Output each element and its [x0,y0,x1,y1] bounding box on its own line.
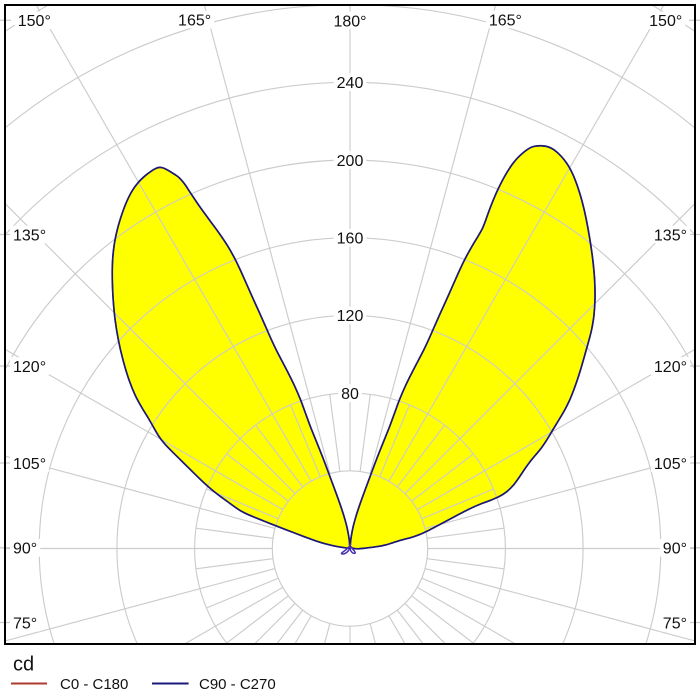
svg-text:120°: 120° [13,359,46,376]
svg-text:160: 160 [337,231,364,248]
svg-text:180°: 180° [333,13,366,30]
svg-text:150°: 150° [18,13,51,30]
svg-text:200: 200 [337,153,364,170]
svg-text:C90 - C270: C90 - C270 [199,676,276,693]
svg-text:C0 - C180: C0 - C180 [60,676,128,693]
svg-text:80: 80 [341,386,359,403]
svg-text:90°: 90° [663,541,687,558]
svg-text:135°: 135° [13,227,46,244]
svg-text:165°: 165° [178,12,211,29]
svg-text:240: 240 [337,75,364,92]
svg-text:120°: 120° [654,359,687,376]
svg-text:75°: 75° [13,615,37,632]
svg-text:cd: cd [13,653,34,675]
svg-text:135°: 135° [654,227,687,244]
svg-text:150°: 150° [649,13,682,30]
svg-text:75°: 75° [663,615,687,632]
svg-text:90°: 90° [13,541,37,558]
svg-text:120: 120 [337,308,364,325]
svg-text:105°: 105° [654,456,687,473]
svg-text:105°: 105° [13,456,46,473]
svg-text:165°: 165° [489,12,522,29]
